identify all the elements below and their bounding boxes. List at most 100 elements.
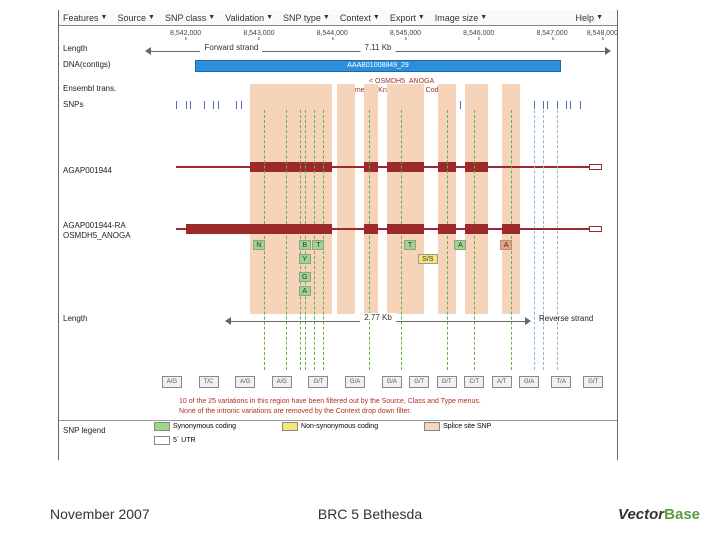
menu-snpclass[interactable]: SNP class▼	[165, 13, 215, 23]
genome-browser-panel: Features▼ Source▼ SNP class▼ Validation▼…	[58, 10, 618, 460]
allele-box[interactable]: T	[404, 240, 416, 250]
allele-pair-box[interactable]: G/T	[409, 376, 429, 388]
menu-imagesize[interactable]: Image size▼	[435, 13, 487, 23]
exon[interactable]	[364, 224, 378, 234]
contig-bar[interactable]: AAAB01008849_29	[195, 60, 561, 72]
contig-name: AAAB01008849_29	[347, 62, 409, 69]
allele-pair-box[interactable]: G/T	[437, 376, 457, 388]
length-row-bot: 2.77 Kb	[229, 314, 527, 328]
chevron-down-icon: ▼	[101, 14, 108, 21]
ruler-tick: 8,546,000	[463, 30, 494, 37]
allele-box[interactable]: A	[454, 240, 466, 250]
ruler-top: 8,542,0008,543,0008,544,0008,545,0008,54…	[149, 30, 607, 40]
menu-label: Help	[576, 13, 595, 23]
exon[interactable]	[387, 162, 424, 172]
allele-box[interactable]: N	[253, 240, 265, 250]
allele-pair-box[interactable]: A/G	[235, 376, 255, 388]
menu-features[interactable]: Features▼	[63, 13, 107, 23]
dna-contig-track: AAAB01008849_29	[149, 60, 607, 72]
strand-label-bot: Reverse strand	[539, 314, 593, 323]
divider	[59, 420, 617, 421]
allele-pair-box[interactable]: G/A	[382, 376, 402, 388]
gene-outline-box	[589, 164, 603, 170]
footer-title: BRC 5 Bethesda	[318, 506, 422, 522]
row-label-length-bot: Length	[63, 314, 87, 323]
menu-source[interactable]: Source▼	[117, 13, 154, 23]
allele-box[interactable]: A	[299, 286, 311, 296]
allele-box[interactable]: A	[500, 240, 512, 250]
chevron-down-icon: ▼	[148, 14, 155, 21]
logo-base: Base	[664, 506, 700, 523]
ruler-tick: 8,547,000	[536, 30, 567, 37]
arrow-left-icon	[145, 47, 151, 55]
arrow-right-icon	[525, 317, 531, 325]
exon[interactable]	[186, 224, 333, 234]
ruler-tick: 8,548,000	[587, 30, 618, 37]
row-label-transcript: AGAP001944-RA	[63, 221, 126, 230]
exon[interactable]	[502, 224, 520, 234]
legend-swatch-yellow	[282, 422, 298, 431]
exon[interactable]	[387, 224, 424, 234]
allele-pair-box[interactable]: A/G	[272, 376, 292, 388]
chevron-down-icon: ▼	[323, 14, 330, 21]
track-area: 8,542,0008,543,0008,544,0008,545,0008,54…	[59, 26, 617, 458]
legend-swatch-white	[154, 436, 170, 445]
allele-box[interactable]: B	[299, 240, 311, 250]
menu-export[interactable]: Export▼	[390, 13, 425, 23]
menu-snptype[interactable]: SNP type▼	[283, 13, 330, 23]
allele-box[interactable]: Y	[299, 254, 311, 264]
row-label-length-top: Length	[63, 44, 87, 53]
ruler-tick: 8,545,000	[390, 30, 421, 37]
slide-footer: November 2007 BRC 5 Bethesda VectorBase	[50, 506, 690, 522]
allele-pair-box[interactable]: T/C	[199, 376, 219, 388]
connector-line	[543, 110, 544, 370]
menu-help[interactable]: Help▼	[576, 13, 603, 23]
allele-box[interactable]: T	[312, 240, 324, 250]
exon-highlight	[387, 84, 424, 314]
allele-box[interactable]: S/S	[418, 254, 438, 264]
chevron-down-icon: ▼	[373, 14, 380, 21]
allele-pair-box[interactable]: G/A	[345, 376, 365, 388]
row-label-transcript2: OSMDH5_ANOGA	[63, 231, 131, 240]
menu-label: Image size	[435, 13, 479, 23]
allele-pair-box[interactable]: A/G	[162, 376, 182, 388]
gene-model-transcript[interactable]	[149, 224, 607, 234]
allele-pair-row: A/G T/C A/G A/G G/T G/A G/A G/T G/T C/T A/T G/A T/A G…	[149, 376, 607, 390]
exon[interactable]	[438, 224, 456, 234]
exon[interactable]	[465, 162, 488, 172]
allele-pair-box[interactable]: G/T	[583, 376, 603, 388]
menu-bar: Features▼ Source▼ SNP class▼ Validation▼…	[59, 10, 617, 26]
menu-label: Validation	[225, 13, 264, 23]
menu-validation[interactable]: Validation▼	[225, 13, 273, 23]
chevron-down-icon: ▼	[418, 14, 425, 21]
allele-pair-box[interactable]: G/A	[519, 376, 539, 388]
gene-model-agap[interactable]	[149, 162, 607, 172]
allele-pair-box[interactable]: G/T	[308, 376, 328, 388]
exon[interactable]	[250, 162, 332, 172]
allele-pair-box[interactable]: T/A	[551, 376, 571, 388]
exon-highlight	[337, 84, 355, 314]
row-label-legend: SNP legend	[63, 426, 106, 435]
gene-outline-box	[589, 226, 603, 232]
strand-label: Forward strand	[201, 43, 263, 52]
exon[interactable]	[364, 162, 378, 172]
menu-context[interactable]: Context▼	[340, 13, 380, 23]
connector-line	[401, 110, 402, 370]
filter-note-1: 10 of the 25 variations in this region h…	[179, 398, 481, 405]
chevron-down-icon: ▼	[596, 14, 603, 21]
menu-label: Context	[340, 13, 371, 23]
connector-line	[447, 110, 448, 370]
allele-pair-box[interactable]: A/T	[492, 376, 512, 388]
menu-label: SNP class	[165, 13, 206, 23]
legend-label: Synonymous coding	[173, 423, 236, 430]
allele-box[interactable]: G	[299, 272, 311, 282]
chevron-down-icon: ▼	[480, 14, 487, 21]
exon[interactable]	[465, 224, 488, 234]
length-text: 7.11 Kb	[361, 43, 396, 52]
ruler-tick: 8,542,000	[170, 30, 201, 37]
row-label-snps: SNPs	[63, 100, 83, 109]
row-label-ensembl: Ensembl trans.	[63, 84, 116, 93]
length-row-top: Forward strand 7.11 Kb	[149, 44, 607, 58]
allele-pair-box[interactable]: C/T	[464, 376, 484, 388]
row-label-agap: AGAP001944	[63, 166, 112, 175]
